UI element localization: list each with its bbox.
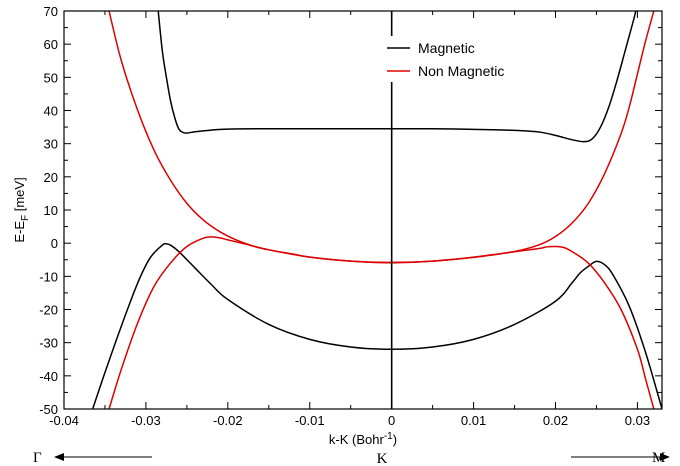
- y-tick-label: 60: [44, 37, 58, 52]
- x-tick-label: -0.04: [49, 413, 79, 428]
- plot-frame: [63, 10, 663, 410]
- legend-box: [380, 36, 530, 82]
- y-tick-label: -40: [39, 369, 58, 384]
- y-axis-label-sub: F: [20, 215, 31, 221]
- x-tick-label: 0.03: [625, 413, 650, 428]
- y-tick-label: 20: [44, 170, 58, 185]
- x-tick-label: -0.03: [131, 413, 161, 428]
- y-tick-label: -50: [39, 402, 58, 417]
- m-point-label: M: [652, 450, 665, 466]
- axis-ticks: [63, 10, 662, 410]
- legend-label-magnetic: Magnetic: [418, 40, 475, 56]
- k-point-label: K: [377, 451, 388, 466]
- y-tick-label: 50: [44, 70, 58, 85]
- gamma-arrow-head-icon: [54, 453, 64, 461]
- chart-curves: [91, 11, 662, 409]
- x-tick-label: -0.02: [213, 413, 243, 428]
- x-axis-label-sup: -1: [384, 431, 393, 442]
- gamma-point-label: Γ: [33, 450, 42, 466]
- x-tick-label: 0.02: [543, 413, 568, 428]
- legend-label-non-magnetic: Non Magnetic: [418, 63, 504, 79]
- x-tick-label: 0: [388, 413, 395, 428]
- m-arrow-head-icon: [660, 453, 670, 461]
- y-tick-label: -30: [39, 336, 58, 351]
- symmetry-path: Γ K M: [33, 450, 670, 466]
- y-tick-label: 0: [51, 236, 58, 251]
- y-tick-label: 10: [44, 203, 58, 218]
- y-tick-label: -10: [39, 269, 58, 284]
- y-tick-label: 70: [44, 4, 58, 19]
- x-axis-label: k-K (Bohr-1): [329, 431, 397, 447]
- y-axis-label-unit: [meV]: [12, 177, 27, 215]
- y-tick-label: -20: [39, 303, 58, 318]
- x-tick-label: 0.01: [461, 413, 486, 428]
- x-axis-label-close: ): [393, 432, 397, 447]
- legend: Magnetic Non Magnetic: [380, 36, 530, 82]
- x-tick-labels: -0.04 -0.03 -0.02 -0.01 0 0.01 0.02 0.03: [49, 413, 650, 428]
- y-axis-label: E-EF [meV]: [12, 177, 31, 242]
- series-line-magnetic-2: [91, 242, 662, 409]
- y-tick-labels: -50 -40 -30 -20 -10 0 10 20 30 40 50 60 70: [39, 4, 58, 417]
- x-tick-label: -0.01: [295, 413, 325, 428]
- y-tick-label: 40: [44, 104, 58, 119]
- y-tick-label: 30: [44, 137, 58, 152]
